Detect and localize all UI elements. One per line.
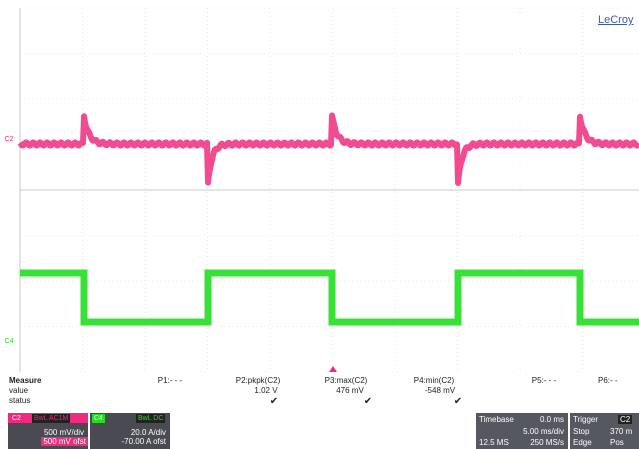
channel-c2-badge: BwL AC1M <box>32 414 71 423</box>
waveform-display[interactable]: C2 C4 <box>0 0 639 372</box>
row-label-value: value <box>9 386 29 395</box>
timebase-delay: 0.0 ms <box>539 415 564 424</box>
channel-c2-label: C2 <box>10 414 23 423</box>
timebase-scale: 5.00 ms/div <box>523 427 564 436</box>
channel-c2-descriptor[interactable]: C2 BwL AC1M 500 mV/div 500 mV ofst <box>8 413 88 449</box>
channel-c4-scale: 20.0 A/div <box>130 428 166 437</box>
param-value-p2: 1.02 V <box>254 386 278 395</box>
trace-c4 <box>20 269 639 326</box>
measure-title: Measure <box>9 376 42 385</box>
trigger-position-icon <box>329 366 337 372</box>
channel-c4-label: C4 <box>92 414 105 423</box>
trace-c2 <box>17 112 639 186</box>
trigger-label: Trigger <box>573 415 599 424</box>
trigger-source: C2 <box>618 415 633 424</box>
channel-c4-badge: BwL DC <box>136 414 166 423</box>
channel-c2-scale: 500 mV/div <box>43 428 84 437</box>
channel-c2-marker: C2 <box>5 136 14 143</box>
param-status-p2: ✔ <box>269 396 279 407</box>
param-status-p3: ✔ <box>363 396 373 407</box>
channel-c2-marker-bg <box>2 133 16 143</box>
channel-c4-descriptor[interactable]: C4 BwL DC 20.0 A/div -70.00 A ofst <box>90 413 170 449</box>
param-status-p4: ✔ <box>453 396 463 407</box>
timebase-samples: 12.5 MS <box>479 438 509 447</box>
param-header-p3[interactable]: P3:max(C2) <box>324 376 368 385</box>
timebase-label: Timebase <box>479 415 514 424</box>
trigger-type: Edge <box>573 438 592 447</box>
param-value-p3: 476 mV <box>336 386 364 395</box>
trigger-level: 370 m <box>610 427 633 436</box>
channel-c4-offset: -70.00 A ofst <box>121 437 166 446</box>
param-header-p2[interactable]: P2:pkpk(C2) <box>235 376 281 385</box>
param-value-p4: -548 mV <box>424 386 456 395</box>
row-label-status: status <box>9 396 31 405</box>
trigger-mode: Stop <box>573 427 590 436</box>
timebase-rate: 250 MS/s <box>530 438 564 447</box>
brand-logo: LeCroy <box>598 14 634 26</box>
measure-panel: Measure value status P1:- - - P2:pkpk(C2… <box>0 376 639 412</box>
param-header-p6[interactable]: P6:- - <box>598 376 618 385</box>
timebase-panel[interactable]: Timebase 0.0 ms 5.00 ms/div 12.5 MS 250 … <box>476 413 568 449</box>
param-header-p1[interactable]: P1:- - - <box>157 376 183 385</box>
param-header-p5[interactable]: P5:- - - <box>531 376 557 385</box>
channel-c4-marker: C4 <box>5 338 14 345</box>
trigger-slope: Pos <box>610 438 624 447</box>
trigger-panel[interactable]: Trigger C2 Stop 370 m Edge Pos <box>570 413 639 449</box>
param-header-p4[interactable]: P4:min(C2) <box>413 376 455 385</box>
channel-c2-offset: 500 mV ofst <box>41 437 88 446</box>
